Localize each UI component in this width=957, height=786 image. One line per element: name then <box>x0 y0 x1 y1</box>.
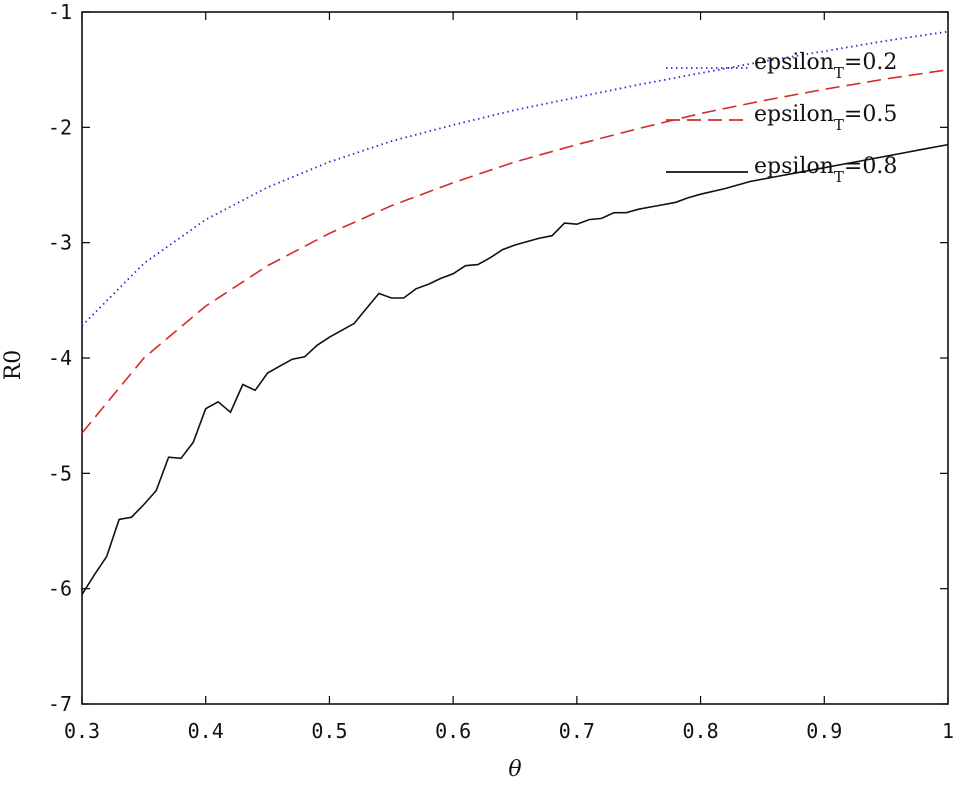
y-tick-label: -7 <box>48 692 72 716</box>
series-layer <box>81 30 949 595</box>
legend-label-3: epsilonT=0.8 <box>754 154 897 186</box>
legend-label-main: epsilon <box>754 102 834 127</box>
series-line-2 <box>81 68 949 434</box>
series-line-3 <box>81 143 949 595</box>
x-tick-label: 0.6 <box>435 719 471 743</box>
x-tick-label: 1 <box>942 719 954 743</box>
x-tick-label: 0.5 <box>311 719 347 743</box>
legend-label-tail: =0.5 <box>844 102 897 127</box>
legend-label-main: epsilon <box>754 154 834 179</box>
y-tick-label: -2 <box>48 115 72 139</box>
y-tick-label: -6 <box>48 577 72 601</box>
x-axis-ticks: 0.3 0.4 0.5 0.6 0.7 0.8 0.9 1 <box>64 12 954 743</box>
y-tick-label: -4 <box>48 346 72 370</box>
legend-label-sub: T <box>834 168 844 186</box>
x-tick-label: 0.4 <box>188 719 224 743</box>
x-tick-label: 0.7 <box>559 719 595 743</box>
legend-label-2: epsilonT=0.5 <box>754 102 897 134</box>
y-tick-label: -3 <box>48 231 72 255</box>
y-tick-label: -5 <box>48 461 72 485</box>
legend-label-sub: T <box>834 64 844 82</box>
legend-label-tail: =0.8 <box>844 154 897 179</box>
x-tick-label: 0.3 <box>64 719 100 743</box>
legend-label-main: epsilon <box>754 50 834 75</box>
y-axis-title: R0 <box>1 350 26 381</box>
y-tick-label: -1 <box>48 0 72 24</box>
y-axis-ticks: -7 -6 -5 -4 -3 -2 -1 <box>48 0 948 716</box>
x-tick-label: 0.9 <box>806 719 842 743</box>
plot-area <box>81 11 949 705</box>
legend-label-1: epsilonT=0.2 <box>754 50 897 82</box>
x-tick-label: 0.8 <box>683 719 719 743</box>
legend-label-tail: =0.2 <box>844 50 897 75</box>
x-axis-title: θ <box>508 757 521 782</box>
legend-label-sub: T <box>834 116 844 134</box>
